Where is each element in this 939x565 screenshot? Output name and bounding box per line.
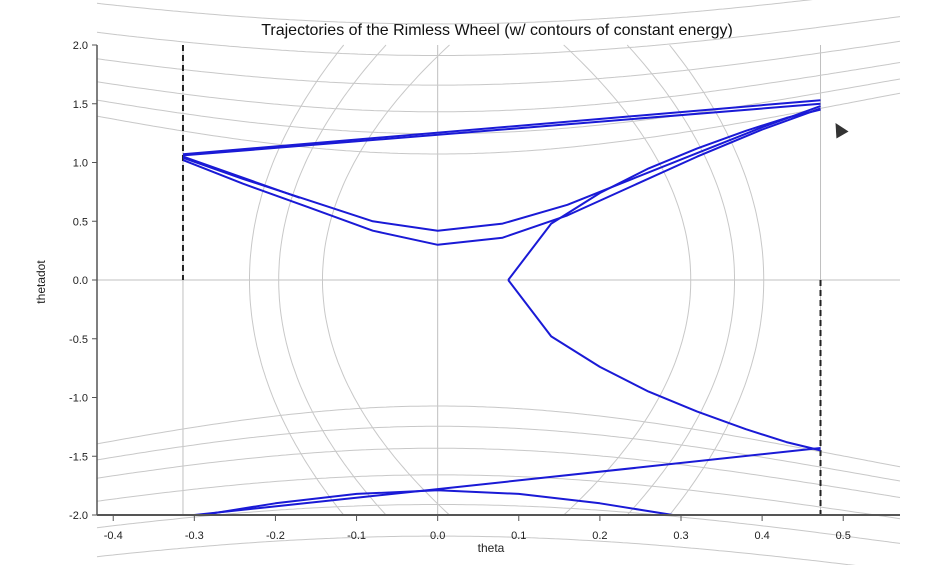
energy-contour	[322, 44, 450, 516]
y-tick-label: -1.0	[69, 393, 88, 405]
y-tick-label: 2.0	[73, 40, 88, 52]
x-axis-label: theta	[478, 541, 505, 555]
y-tick-label: -2.0	[69, 510, 88, 522]
x-tick-label: -0.4	[104, 530, 123, 542]
energy-contour	[626, 44, 735, 516]
energy-contour	[96, 62, 901, 113]
tick-labels: -0.4 -0.3 -0.2 -0.1 0.0 0.1 0.2 0.3 0.4 0.5 2.0 1.5…	[69, 40, 851, 542]
x-tick-label: 0.2	[592, 530, 607, 542]
energy-contour	[96, 447, 901, 498]
energy-contour	[96, 474, 901, 520]
y-axis-label: thetadot	[34, 260, 48, 304]
y-tick-label: -1.5	[69, 451, 88, 463]
energy-contour	[249, 44, 345, 516]
trajectory-5	[182, 105, 821, 232]
trajectory-3	[182, 102, 821, 157]
energy-contour	[96, 40, 901, 86]
trajectory-1	[507, 279, 821, 452]
guard-boundaries	[181, 45, 822, 515]
energy-contour	[96, 0, 813, 25]
energy-contour	[669, 44, 765, 516]
energy-contour	[96, 405, 901, 468]
energy-contour	[278, 44, 387, 516]
y-tick-label: 1.5	[73, 99, 88, 111]
trajectory-6	[182, 107, 821, 246]
y-tick-label: 1.0	[73, 158, 88, 170]
x-tick-label: -0.1	[347, 530, 366, 542]
x-tick-label: 0.3	[673, 530, 688, 542]
x-tick-label: 0.0	[430, 530, 445, 542]
y-tick-label: -0.5	[69, 334, 88, 346]
trajectory-7	[182, 155, 301, 199]
trajectory-8	[194, 447, 821, 516]
y-tick-label: 0.5	[73, 216, 88, 228]
energy-contours	[96, 0, 901, 565]
trajectory-4	[182, 99, 821, 156]
energy-contour	[563, 44, 692, 516]
x-tick-label: 0.4	[754, 530, 769, 542]
axes	[92, 44, 900, 521]
trajectories	[182, 99, 821, 516]
x-tick-label: 0.5	[836, 530, 851, 542]
x-tick-label: -0.3	[185, 530, 204, 542]
x-tick-label: 0.1	[511, 530, 526, 542]
trajectory-9	[202, 489, 674, 516]
energy-contour	[96, 504, 901, 544]
x-tick-label: -0.2	[266, 530, 285, 542]
chart-title: Trajectories of the Rimless Wheel (w/ co…	[261, 22, 733, 39]
y-tick-label: 0.0	[73, 275, 88, 287]
energy-contour	[96, 425, 901, 482]
energy-contour	[96, 535, 856, 565]
energy-contour	[96, 92, 901, 155]
energy-contour	[96, 16, 901, 56]
energy-contour	[96, 78, 901, 135]
